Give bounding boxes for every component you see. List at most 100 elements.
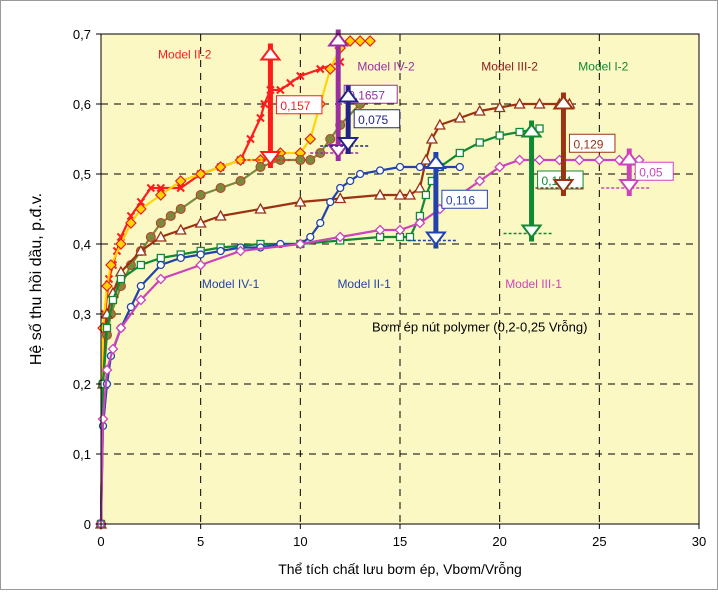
value-box [353, 109, 401, 129]
data-point [276, 85, 285, 95]
polymer-note: Bơm ép nút polymer (0,2-0,25 Vrỗng) [372, 320, 587, 335]
series-model-iii-2 [94, 97, 576, 529]
data-point [195, 259, 207, 271]
label-model-i-2: Model I-2 [578, 59, 628, 73]
data-point [296, 71, 305, 81]
value-box [634, 161, 674, 181]
data-point [421, 190, 431, 200]
data-point [194, 216, 207, 228]
arrow-head-up [337, 87, 360, 103]
data-point [455, 148, 464, 158]
data-point [375, 166, 385, 175]
y-tick-label: 0,1 [73, 447, 91, 462]
x-tick-label: 0 [97, 534, 104, 549]
data-point [145, 232, 156, 242]
arrow-head-up [552, 94, 575, 110]
arrow-head-down [618, 179, 641, 194]
data-point [394, 224, 406, 236]
data-point [414, 217, 426, 229]
series-model-iv-2 [95, 35, 376, 530]
data-point [146, 183, 156, 193]
y-tick-label: 0,5 [73, 167, 91, 182]
data-point [135, 203, 147, 215]
data-point [195, 190, 206, 200]
data-point [214, 209, 227, 221]
arrow-head-up [424, 154, 447, 169]
data-point [101, 280, 113, 292]
data-point [334, 231, 346, 243]
arrow-head-down [552, 179, 575, 194]
x-tick-label: 5 [197, 534, 204, 549]
data-point [174, 175, 187, 187]
data-point [214, 161, 227, 173]
data-point [246, 134, 255, 144]
data-point [364, 35, 376, 47]
data-point [473, 104, 486, 116]
data-point [136, 281, 146, 291]
data-point [108, 295, 118, 305]
y-tick-label: 0,7 [73, 27, 91, 42]
increment-0-1657: 0,1657 [310, 29, 398, 161]
arrow-head-down [259, 151, 282, 166]
data-point [154, 189, 167, 201]
plot-border [100, 33, 700, 525]
data-point [136, 260, 146, 270]
data-point [419, 153, 433, 165]
data-point [354, 35, 366, 47]
increment-value: 0,05 [639, 165, 663, 179]
data-point [107, 343, 119, 355]
data-point [156, 260, 165, 270]
y-tick-label: 0,2 [73, 377, 91, 392]
data-point [493, 101, 506, 113]
data-point [115, 322, 127, 334]
data-point [593, 154, 605, 166]
x-tick-label: 15 [393, 534, 407, 549]
data-point [336, 183, 345, 193]
data-point [155, 273, 167, 285]
data-point [126, 302, 136, 312]
data-point [235, 176, 246, 186]
data-point [334, 192, 347, 204]
data-point [374, 224, 386, 236]
data-point [134, 244, 147, 256]
data-point [101, 364, 113, 376]
data-point [405, 232, 415, 242]
data-point [105, 259, 117, 271]
gridlines [101, 33, 699, 524]
data-point [174, 223, 187, 235]
data-point [294, 195, 307, 207]
data-point [156, 183, 166, 193]
data-point [495, 131, 504, 140]
data-point [125, 217, 137, 229]
x-tick-label: 30 [692, 534, 706, 549]
data-point [304, 133, 317, 145]
data-point [286, 78, 295, 88]
data-point [165, 211, 176, 221]
data-point [176, 183, 185, 193]
x-tick-label: 10 [293, 534, 307, 549]
increment-value: 0,116 [446, 193, 475, 207]
data-point [514, 154, 526, 166]
data-point [393, 188, 407, 200]
data-point [255, 162, 266, 172]
label-model-iii-1: Model III-1 [505, 277, 562, 291]
increment-0-05: 0,05 [601, 148, 674, 196]
y-axis-label: Hệ số thu hồi dầu, p.đ.v. [28, 193, 45, 365]
data-point [494, 161, 506, 173]
increment-0-157: 0,157 [242, 43, 323, 168]
data-point [474, 175, 486, 187]
data-point [433, 118, 446, 130]
arrow-head-up [618, 150, 641, 166]
data-point [254, 202, 267, 214]
data-point [355, 169, 365, 179]
x-tick-label: 25 [592, 534, 606, 549]
data-point [373, 188, 387, 200]
data-point [235, 245, 246, 257]
arrow-head-down [424, 231, 447, 247]
label-model-iv-2: Model IV-2 [357, 59, 415, 73]
data-point [316, 218, 325, 228]
x-axis-label: Thể tích chất lưu bơm ép, Vbơm/Vrỗng [278, 561, 522, 577]
data-point [573, 154, 585, 166]
